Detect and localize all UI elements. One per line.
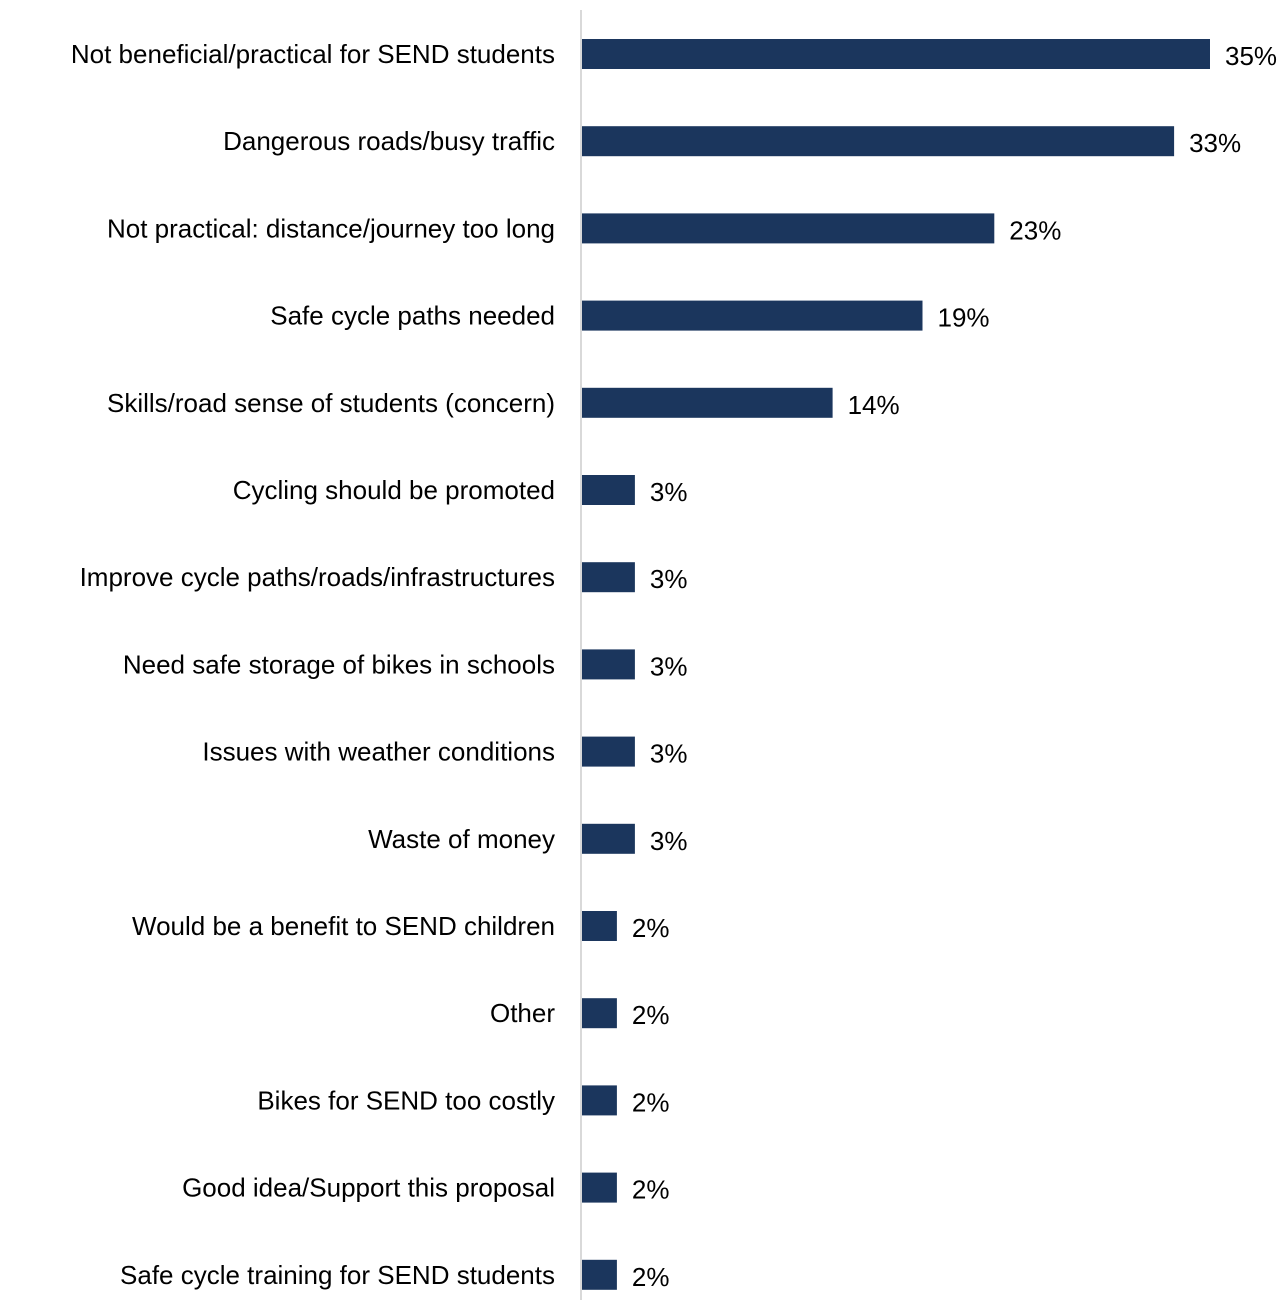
bar	[581, 562, 635, 593]
category-label: Need safe storage of bikes in schools	[123, 649, 555, 679]
category-label: Skills/road sense of students (concern)	[107, 388, 555, 418]
bar	[581, 387, 833, 418]
category-label: Waste of money	[368, 824, 555, 854]
value-labels-group: 35% 33% 23% 19% 14% 3% 3% 3% 3% 3% 2% 2% 2% 2% 2%	[632, 41, 1277, 1292]
value-label: 23%	[1009, 215, 1061, 245]
category-label: Cycling should be promoted	[233, 475, 555, 505]
value-label: 2%	[632, 913, 670, 943]
bar	[581, 300, 923, 331]
bar	[581, 475, 635, 505]
value-label: 19%	[938, 303, 990, 333]
category-label: Other	[490, 998, 555, 1028]
value-label: 33%	[1189, 128, 1241, 158]
value-label: 2%	[632, 1262, 670, 1292]
bar	[581, 736, 635, 767]
category-label: Safe cycle paths needed	[270, 301, 555, 331]
bar	[581, 126, 1175, 157]
category-label: Issues with weather conditions	[202, 737, 555, 767]
bar	[581, 213, 995, 244]
bar	[581, 39, 1210, 69]
category-label: Would be a benefit to SEND children	[132, 911, 555, 941]
value-label: 14%	[848, 390, 900, 420]
value-label: 2%	[632, 1087, 670, 1117]
category-label: Improve cycle paths/roads/infrastructure…	[80, 562, 555, 592]
bars-group	[581, 39, 1210, 1290]
value-label: 2%	[632, 1000, 670, 1030]
value-label: 3%	[650, 651, 688, 681]
category-label: Good idea/Support this proposal	[182, 1173, 555, 1203]
category-label: Safe cycle training for SEND students	[120, 1260, 555, 1290]
category-labels-group: Not beneficial/practical for SEND studen…	[71, 39, 555, 1290]
bar	[581, 1172, 617, 1203]
value-label: 2%	[632, 1175, 670, 1205]
category-label: Not practical: distance/journey too long	[107, 213, 555, 243]
bar	[581, 911, 617, 941]
value-label: 3%	[650, 739, 688, 769]
bar	[581, 649, 635, 680]
category-label: Dangerous roads/busy traffic	[223, 126, 555, 156]
bar	[581, 1259, 617, 1290]
value-label: 3%	[650, 826, 688, 856]
category-label: Bikes for SEND too costly	[257, 1085, 555, 1115]
bar	[581, 823, 635, 854]
category-label: Not beneficial/practical for SEND studen…	[71, 39, 555, 69]
value-label: 3%	[650, 477, 688, 507]
value-label: 35%	[1225, 41, 1277, 71]
value-label: 3%	[650, 564, 688, 594]
bar	[581, 1085, 617, 1116]
bar	[581, 998, 617, 1029]
